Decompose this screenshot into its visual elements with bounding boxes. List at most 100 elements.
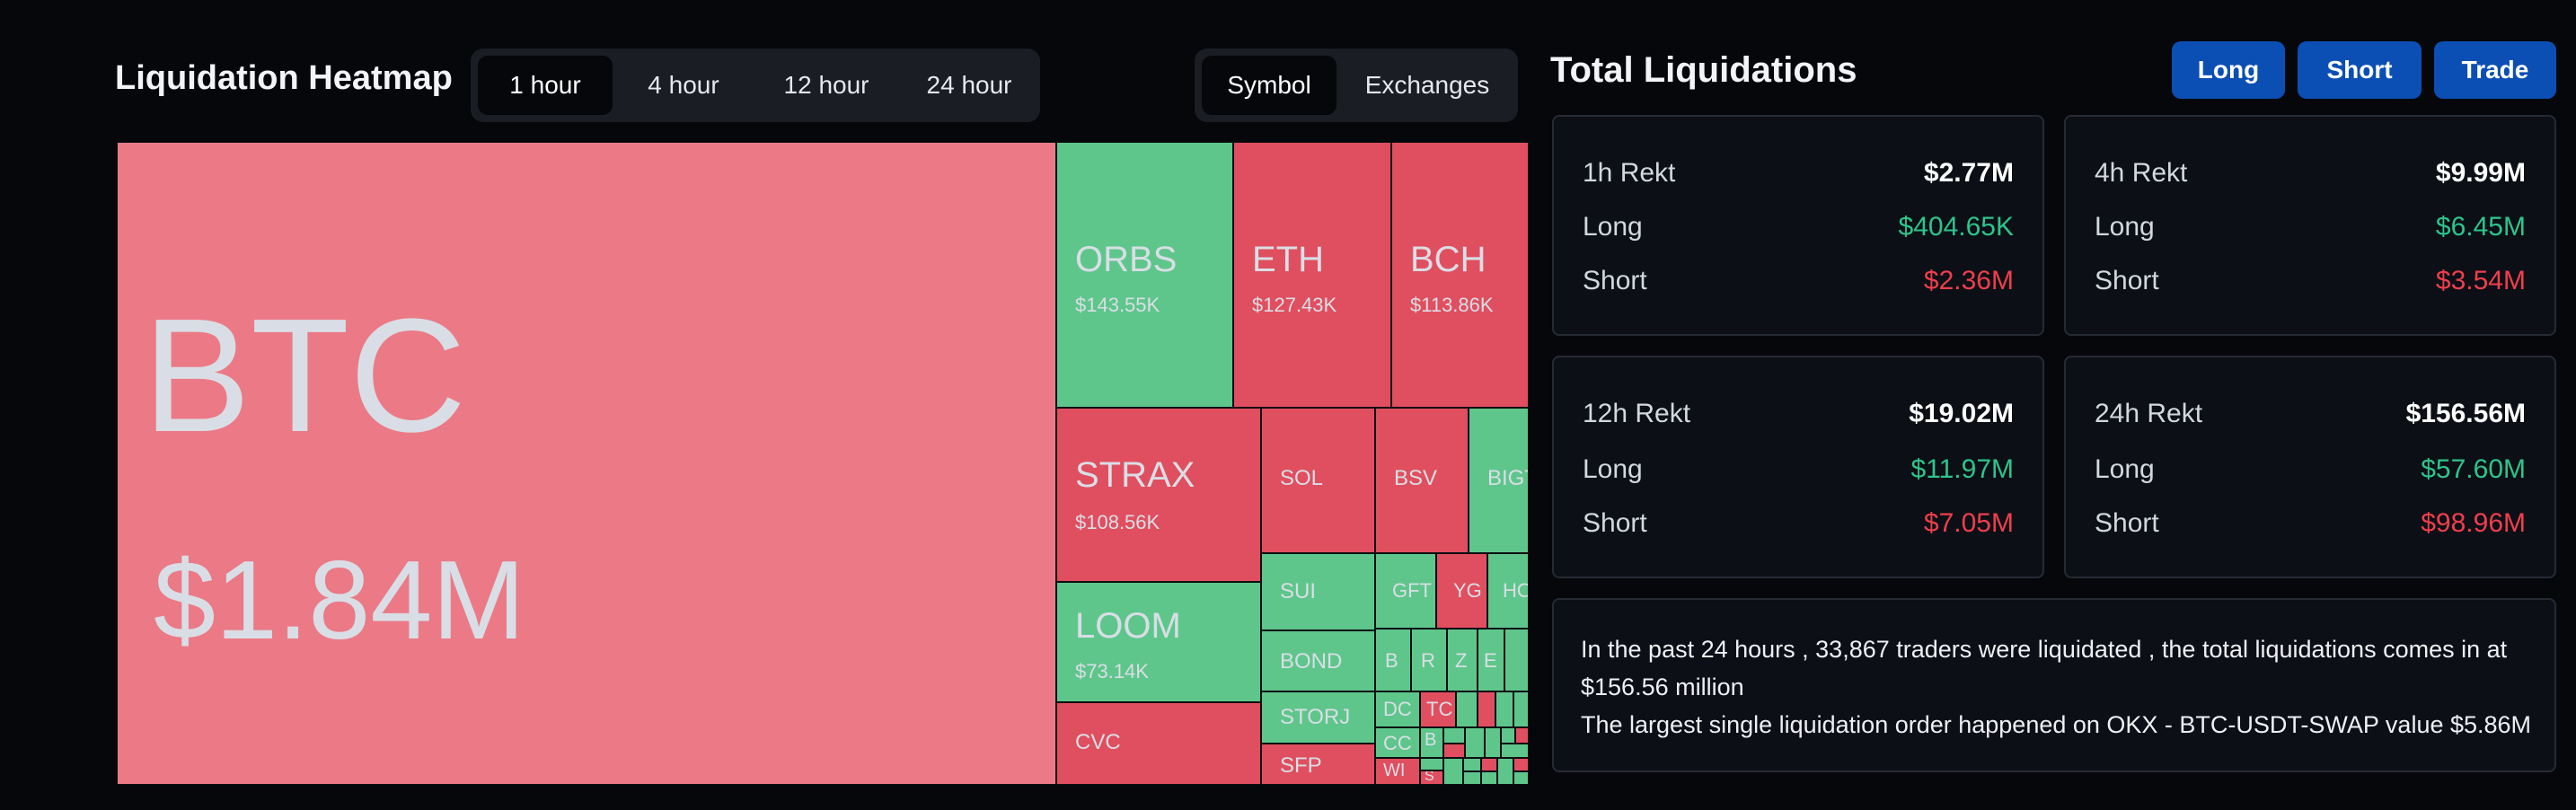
treemap-cell-e[interactable]: E	[1478, 629, 1504, 691]
treemap-cell-b[interactable]: B	[1375, 629, 1411, 691]
cell-symbol: Z	[1455, 649, 1468, 672]
tab-symbol[interactable]: Symbol	[1202, 56, 1337, 115]
cell-symbol: E	[1484, 649, 1497, 672]
treemap-cell-u[interactable]	[1420, 758, 1443, 770]
tab-24-hour[interactable]: 24 hour	[926, 71, 1012, 99]
cell-symbol: BCH	[1410, 240, 1486, 279]
treemap-cell-s[interactable]: S	[1420, 770, 1443, 785]
cell-symbol: TC	[1426, 698, 1453, 720]
treemap-cell-strax[interactable]: STRAX $108.56K	[1056, 408, 1261, 582]
summary-line: $156.56 million	[1581, 674, 1744, 700]
treemap-cell-small[interactable]	[1481, 771, 1497, 785]
rekt-card-24h: 24h Rekt $156.56M Long $57.60M Short $98.96…	[2064, 356, 2556, 578]
treemap-cell-bch[interactable]: BCH $113.86K	[1391, 142, 1529, 408]
long-label: Long	[1583, 454, 1643, 484]
long-value: $57.60M	[2421, 454, 2526, 484]
treemap-cell-cc[interactable]: CC	[1375, 727, 1420, 758]
summary-line: In the past 24 hours , 33,867 traders we…	[1581, 636, 2508, 663]
long-button[interactable]: Long	[2172, 41, 2285, 99]
treemap-cell-small[interactable]	[1515, 727, 1529, 744]
treemap-cell-small[interactable]	[1465, 727, 1485, 758]
treemap-cell-r[interactable]: R	[1411, 629, 1447, 691]
tab-exchanges[interactable]: Exchanges	[1364, 71, 1490, 99]
treemap-cell-storj[interactable]: STORJ	[1261, 691, 1375, 744]
treemap-cell-b2[interactable]: B	[1420, 727, 1443, 758]
long-value: $11.97M	[1910, 454, 2014, 484]
cell-symbol: CVC	[1075, 730, 1121, 754]
treemap-cell-small[interactable]	[1513, 771, 1529, 785]
treemap-cell-cvc[interactable]: CVC	[1056, 702, 1261, 785]
short-label: Short	[2095, 266, 2159, 295]
treemap-cell-loom[interactable]: LOOM $73.14K	[1056, 582, 1261, 702]
cell-value: $143.55K	[1075, 294, 1160, 316]
card-total: $9.99M	[2435, 158, 2526, 188]
treemap-cell-small[interactable]	[1463, 758, 1481, 771]
treemap-cell-z[interactable]: Z	[1447, 629, 1478, 691]
short-value: $7.05M	[1923, 508, 2014, 538]
cell-symbol: SFP	[1280, 753, 1322, 778]
treemap-cell-sol[interactable]: SOL	[1261, 408, 1375, 553]
treemap-cell-yg[interactable]: YG	[1436, 553, 1487, 629]
treemap-cell-sui[interactable]: SUI	[1261, 553, 1375, 630]
card-label: 4h Rekt	[2095, 158, 2188, 188]
treemap-cell-ho[interactable]: HO	[1487, 553, 1529, 629]
treemap-cell-eth[interactable]: ETH $127.43K	[1233, 142, 1391, 408]
treemap-cell-small[interactable]	[1485, 727, 1501, 758]
rekt-card-12h: 12h Rekt $19.02M Long $11.97M Short $7.05M	[1552, 356, 2044, 578]
treemap-cell-small[interactable]	[1504, 629, 1529, 691]
treemap-cell-small[interactable]	[1513, 758, 1529, 771]
short-label: Short	[1583, 508, 1647, 538]
treemap-cell-small[interactable]	[1495, 691, 1513, 727]
tab-4-hour[interactable]: 4 hour	[648, 71, 719, 99]
long-label: Long	[2095, 212, 2155, 242]
treemap-cell-small[interactable]	[1501, 744, 1529, 758]
rekt-card-1h: 1h Rekt $2.77M Long $404.65K Short $2.36M	[1552, 115, 2044, 336]
card-label: 1h Rekt	[1583, 158, 1676, 188]
long-value: $6.45M	[2435, 212, 2526, 242]
treemap-cell-small[interactable]	[1513, 691, 1529, 727]
heatmap-title: Liquidation Heatmap	[115, 59, 453, 97]
treemap-cell-wi[interactable]: WI	[1375, 758, 1420, 785]
cell-symbol: STORJ	[1280, 705, 1351, 729]
tab-1-hour[interactable]: 1 hour	[478, 56, 613, 115]
treemap-cell-small[interactable]	[1478, 691, 1495, 727]
tab-12-hour[interactable]: 12 hour	[783, 71, 869, 99]
treemap-cell-bsv[interactable]: BSV	[1375, 408, 1469, 553]
liquidation-summary: In the past 24 hours , 33,867 traders we…	[1552, 598, 2556, 772]
treemap-cell-sfp[interactable]: SFP	[1261, 744, 1375, 785]
long-value: $404.65K	[1898, 212, 2014, 242]
cell-symbol: ORBS	[1075, 240, 1178, 279]
cell-value: $73.14K	[1075, 660, 1149, 682]
cell-symbol: LOOM	[1075, 606, 1181, 646]
short-value: $98.96M	[2421, 508, 2526, 538]
treemap-cell-small[interactable]	[1443, 744, 1465, 758]
card-total: $19.02M	[1909, 399, 2014, 428]
cell-symbol: S	[1425, 770, 1434, 784]
treemap-cell-small[interactable]	[1443, 727, 1465, 744]
treemap-cell-small[interactable]	[1443, 758, 1463, 785]
treemap-cell-small[interactable]	[1456, 691, 1478, 727]
trade-button[interactable]: Trade	[2434, 41, 2556, 99]
treemap-cell-bond[interactable]: BOND	[1261, 630, 1375, 691]
treemap-cell-small[interactable]	[1463, 771, 1481, 785]
cell-symbol: BOND	[1280, 649, 1343, 674]
long-label: Long	[1583, 212, 1643, 242]
treemap-cell-tc[interactable]: TC	[1420, 691, 1456, 727]
treemap-cell-small[interactable]	[1497, 758, 1513, 785]
treemap-cell-small[interactable]	[1481, 758, 1497, 771]
cell-symbol: STRAX	[1075, 455, 1195, 495]
cell-symbol: BIGT	[1487, 466, 1528, 490]
treemap-cell-btc[interactable]: BTC $1.84M	[117, 142, 1056, 785]
treemap-cell-small[interactable]	[1501, 727, 1515, 744]
short-button[interactable]: Short	[2298, 41, 2422, 99]
cell-value: $113.86K	[1410, 294, 1494, 316]
cell-symbol: CC	[1383, 732, 1412, 754]
treemap-cell-gft[interactable]: GFT	[1375, 553, 1436, 629]
cell-value: $108.56K	[1075, 511, 1160, 533]
view-mode-tabs: Symbol Exchanges	[1195, 48, 1518, 122]
treemap-cell-orbs[interactable]: ORBS $143.55K	[1056, 142, 1233, 408]
treemap-cell-dc[interactable]: DC	[1375, 691, 1420, 727]
rekt-card-4h: 4h Rekt $9.99M Long $6.45M Short $3.54M	[2064, 115, 2556, 336]
treemap-cell-bigt[interactable]: BIGT	[1469, 408, 1529, 553]
cell-symbol: GFT	[1392, 579, 1432, 602]
